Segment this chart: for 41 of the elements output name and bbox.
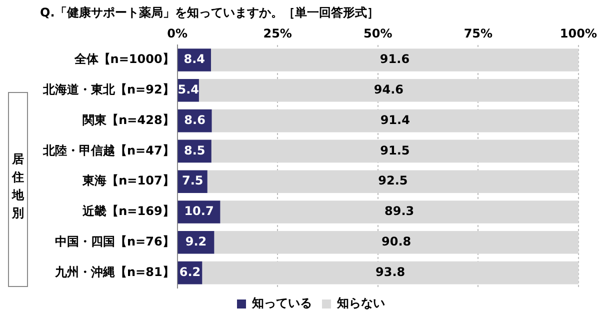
bar <box>210 48 578 72</box>
x-tick-label: 25% <box>263 26 292 41</box>
data-label: 9.2 <box>185 234 207 249</box>
text: 居住地別 <box>10 151 25 222</box>
data-label: 10.7 <box>184 204 214 218</box>
y-tick-label: 近畿【n=169】 <box>82 204 174 218</box>
legend-label: 知っている <box>251 296 312 310</box>
data-label: 8.4 <box>184 52 206 66</box>
data-label: 93.8 <box>376 264 406 279</box>
x-tick-label: 100% <box>560 26 598 41</box>
y-tick-label: 九州・沖縄【n=81】 <box>54 264 174 279</box>
y-tick-label: 関東【n=428】 <box>82 112 174 127</box>
bar <box>198 79 578 102</box>
data-label: 8.6 <box>184 112 206 127</box>
y-tick-label: 中国・四国【n=76】 <box>55 234 174 249</box>
bar <box>212 109 578 132</box>
y-tick-label: 全体【n=1000】 <box>73 52 174 66</box>
data-label: 92.5 <box>378 174 408 188</box>
bar <box>211 140 578 163</box>
data-label: 94.6 <box>374 82 404 97</box>
data-label: 89.3 <box>384 204 414 218</box>
y-tick-label: 北陸・甲信越【n=47】 <box>42 143 174 158</box>
x-tick-label: 50% <box>364 26 392 41</box>
data-label: 8.5 <box>184 143 206 158</box>
data-label: 7.5 <box>182 174 204 188</box>
bar <box>214 231 578 254</box>
y-tick-label: 東海【n=107】 <box>82 174 174 188</box>
bar <box>207 170 578 193</box>
y-tick-label: 北海道・東北【n=92】 <box>42 82 174 97</box>
data-label: 91.6 <box>380 52 410 66</box>
bar <box>202 261 578 284</box>
data-label: 5.4 <box>178 82 200 97</box>
x-tick-label: 0% <box>167 26 188 41</box>
data-label: 90.8 <box>382 234 412 249</box>
chart-title: Q.「健康サポート薬局」を知っていますか。［単一回答形式］ <box>40 5 379 20</box>
legend-label: 知らない <box>336 296 385 310</box>
data-label: 91.5 <box>380 143 410 158</box>
data-label: 6.2 <box>179 264 201 279</box>
data-label: 91.4 <box>380 112 410 127</box>
bar <box>220 200 578 224</box>
x-tick-label: 75% <box>464 26 493 41</box>
